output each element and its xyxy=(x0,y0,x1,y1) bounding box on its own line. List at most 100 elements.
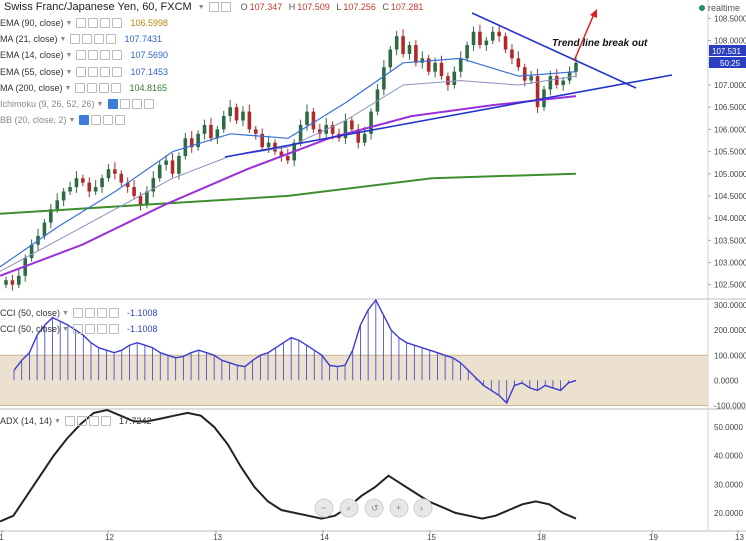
candle-body xyxy=(490,31,495,41)
ohlc-readout: O 107.347 H 107.509 L 107.256 C 107.281 xyxy=(240,2,424,12)
legend-ema55[interactable]: EMA (55, close) ▼ 107.1453 xyxy=(0,67,169,77)
candle-body xyxy=(561,80,565,85)
candle-body xyxy=(497,31,501,37)
candle-body xyxy=(465,45,469,59)
y-tick-label: 105.0000 xyxy=(714,170,746,179)
candle-body xyxy=(202,124,207,134)
candle-body xyxy=(401,36,405,54)
y-tick-label: 102.5000 xyxy=(714,281,746,290)
x-tick-label: 1 xyxy=(0,533,4,541)
candle-body xyxy=(522,67,527,81)
price-badge-bg xyxy=(709,45,746,56)
candle-body xyxy=(10,280,15,285)
candle-body xyxy=(87,182,92,192)
x-tick-label: 13 xyxy=(735,533,744,541)
x-tick-label: 12 xyxy=(105,533,114,541)
candle-body xyxy=(177,156,181,174)
trend-break-annotation: Trend line break out xyxy=(552,38,648,49)
candle-body xyxy=(215,129,220,139)
ma200-line xyxy=(0,172,577,215)
adx-tick-label: 30.0000 xyxy=(714,480,743,489)
y-tick-label: 108.5000 xyxy=(714,14,746,23)
candle-body xyxy=(426,58,431,72)
adx-tick-label: 50.0000 xyxy=(714,423,743,432)
zoom-control-icon[interactable] xyxy=(364,498,384,518)
zoom-control-icon[interactable] xyxy=(339,498,359,518)
candle-body xyxy=(439,62,444,77)
arrow-head-icon xyxy=(590,9,597,18)
legend-ema90[interactable]: EMA (90, close) ▼ 106.5998 xyxy=(0,18,169,28)
candle-body xyxy=(228,107,232,117)
candle-body xyxy=(529,76,533,81)
y-tick-label: 104.0000 xyxy=(714,214,746,223)
candle-body xyxy=(369,111,373,134)
legend-ma21[interactable]: MA (21, close) ▼ 107.7431 xyxy=(0,34,163,44)
candle-body xyxy=(452,71,457,85)
chevron-down-icon[interactable]: ▼ xyxy=(197,3,205,11)
candle-body xyxy=(484,40,489,46)
candle-body xyxy=(305,111,309,125)
cci-tick-label: 200.0000 xyxy=(714,326,746,335)
zoom-control-icon[interactable] xyxy=(413,498,433,518)
candle-body xyxy=(29,244,34,259)
zoom-control-glyph: ⌕ xyxy=(346,503,351,513)
legend-ema14[interactable]: EMA (14, close) ▼ 107.5690 xyxy=(0,50,169,60)
candle-body xyxy=(164,160,168,165)
candle-body xyxy=(388,49,393,68)
time-badge-bg xyxy=(709,57,746,68)
price-badge: 107.531 xyxy=(712,47,741,56)
legend-adx[interactable]: ADX (14, 14) ▼ 17.7242 xyxy=(0,416,152,426)
candle-body xyxy=(266,142,271,148)
candle-body xyxy=(535,76,540,108)
legend-ma200[interactable]: MA (200, close) ▼ 104.8165 xyxy=(0,83,168,93)
candle-body xyxy=(157,164,162,179)
candle-body xyxy=(471,31,476,46)
time-badge: 50:25 xyxy=(720,59,741,68)
zoom-control-icon[interactable] xyxy=(389,498,409,518)
candle-body xyxy=(554,76,559,85)
candle-body xyxy=(113,169,117,174)
candles xyxy=(4,24,578,291)
cci-histogram xyxy=(13,300,569,403)
candle-body xyxy=(68,187,72,192)
y-tick-label: 106.5000 xyxy=(714,103,746,112)
candle-body xyxy=(253,129,258,134)
candle-body xyxy=(510,49,514,59)
x-tick-label: 18 xyxy=(537,533,546,541)
candle-body xyxy=(145,191,149,205)
candle-body xyxy=(260,133,264,148)
candle-body xyxy=(343,120,348,139)
candle-body xyxy=(138,195,143,205)
breakout-arrow xyxy=(573,13,595,62)
legend-ichimoku[interactable]: Ichimoku (9, 26, 52, 26) ▼ xyxy=(0,97,158,111)
candle-body xyxy=(548,76,553,90)
candle-body xyxy=(74,178,79,188)
candle-body xyxy=(516,58,521,68)
y-tick-label: 107.0000 xyxy=(714,81,746,90)
candle-body xyxy=(151,178,156,192)
x-tick-label: 13 xyxy=(213,533,222,541)
ema55-line xyxy=(0,75,577,272)
y-tick-label: 108.0000 xyxy=(714,37,746,46)
x-tick-label: 15 xyxy=(427,533,436,541)
candle-body xyxy=(209,124,213,139)
y-tick-label: 106.0000 xyxy=(714,125,746,134)
cci-line xyxy=(13,298,577,405)
title-controls[interactable] xyxy=(208,2,231,12)
candle-body xyxy=(362,133,367,143)
legend-bb[interactable]: BB (20, close, 2) ▼ xyxy=(0,113,129,127)
candle-body xyxy=(221,116,226,130)
cci-tick-label: -100.0000 xyxy=(714,401,746,410)
legend-cci-2[interactable]: CCI (50, close) ▼ -1.1008 xyxy=(0,324,158,334)
legend-cci-1[interactable]: CCI (50, close) ▼ -1.1008 xyxy=(0,308,158,318)
ema90-line xyxy=(0,95,577,277)
zoom-control-icon[interactable] xyxy=(314,498,334,518)
candle-body xyxy=(42,222,47,236)
zoom-control-glyph: ↺ xyxy=(371,503,379,513)
candle-body xyxy=(446,76,450,85)
chart-title-bar: Swiss Franc/Japanese Yen, 60, FXCM ▼ O 10… xyxy=(4,1,427,13)
candle-body xyxy=(567,71,572,81)
candle-body xyxy=(279,151,284,156)
